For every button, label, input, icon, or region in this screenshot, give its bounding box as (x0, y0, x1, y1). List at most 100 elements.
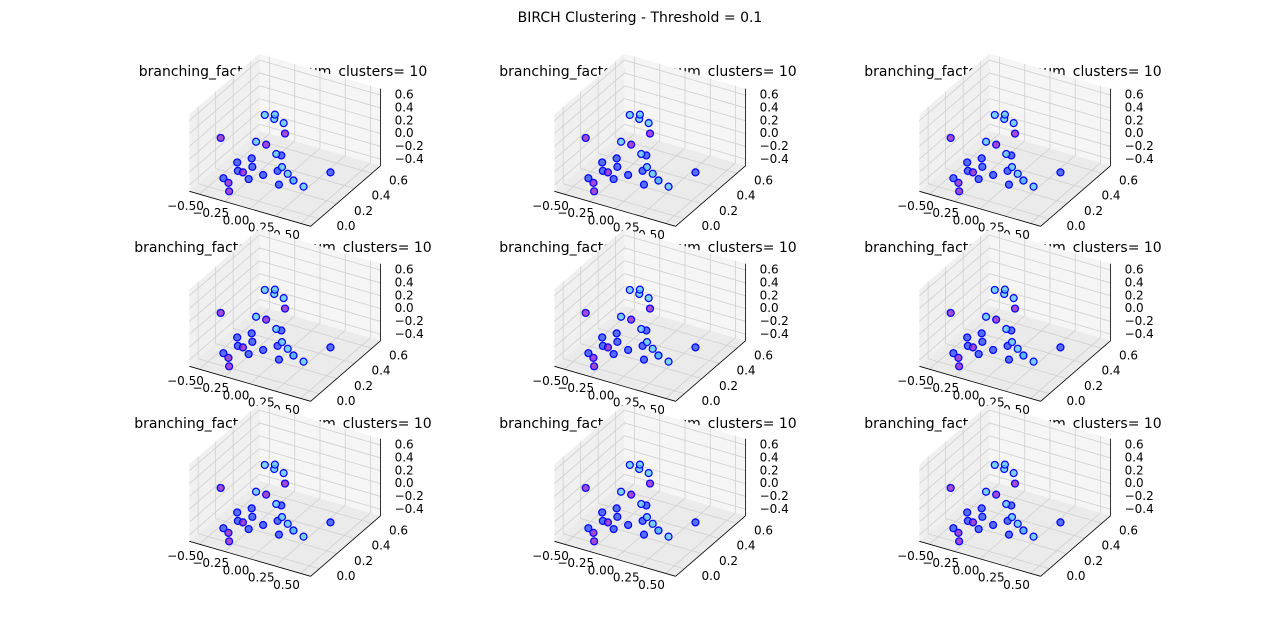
grid-line (954, 140, 1026, 202)
scatter-point (1009, 293, 1018, 303)
scatter-point (963, 333, 972, 342)
scatter-point (978, 512, 987, 521)
scatter-point (691, 518, 700, 527)
grid-line (989, 435, 1111, 472)
grid-line (624, 273, 746, 309)
scatter-point (977, 329, 986, 338)
scatter-point (954, 178, 963, 187)
x-tick-label: −0.25 (192, 381, 229, 395)
scatter-point (635, 110, 644, 119)
scatter-point (225, 362, 234, 371)
z-tick-label: 0.2 (395, 288, 414, 302)
z-tick-label: 0.4 (760, 450, 779, 464)
y-tick-label: 0.0 (336, 394, 355, 408)
grid-line (259, 461, 381, 497)
scatter-point (963, 508, 972, 517)
grid-line (189, 247, 260, 309)
x-tick-label: −0.50 (532, 199, 569, 213)
grid-line (989, 422, 1111, 459)
scatter-point (274, 180, 284, 189)
grid-line (919, 286, 990, 348)
scatter-point (1013, 344, 1022, 353)
scatter-point (1004, 530, 1014, 539)
scatter-point (247, 504, 256, 513)
grid-line (980, 137, 1102, 174)
y-tick-label: 0.2 (1084, 379, 1103, 393)
grid-line (554, 473, 625, 536)
z-tick-label: 0.0 (395, 476, 414, 490)
grid-line (624, 435, 746, 472)
z-tick-label: 0.6 (760, 88, 779, 102)
scatter-point (981, 487, 991, 496)
scatter-point (627, 140, 636, 149)
scatter-point (289, 176, 298, 185)
x-tick-label: −0.25 (557, 206, 594, 220)
grid-line (259, 98, 381, 134)
x-tick-label: 0.00 (223, 388, 250, 402)
y-tick-label: 0.0 (336, 569, 355, 583)
scatter-point (946, 483, 955, 493)
scatter-point (270, 460, 279, 469)
scatter-point (968, 518, 978, 527)
grid-line (919, 273, 990, 335)
scatter-point (238, 518, 248, 527)
x-tick-label: −0.50 (897, 199, 934, 213)
grid-line (259, 298, 381, 335)
grid-line (624, 298, 746, 335)
x-tick-label: 0.00 (953, 388, 980, 402)
grid-line (989, 98, 1111, 134)
scatter-point (274, 355, 284, 364)
grid-line (198, 358, 320, 395)
grid-line (615, 487, 737, 524)
z-tick-label: 0.6 (395, 88, 414, 102)
y-axis-line (675, 340, 746, 402)
z-tick-label: 0.2 (760, 463, 779, 477)
grid-line (554, 72, 625, 134)
grid-line (259, 473, 381, 510)
grid-line (259, 59, 381, 96)
grid-line (563, 183, 685, 220)
grid-line (563, 358, 685, 395)
scatter-point (946, 308, 955, 318)
scatter-point (584, 349, 593, 358)
scatter-point (219, 349, 228, 358)
grid-line (954, 315, 1026, 377)
scatter-point (244, 524, 253, 534)
y-axis-line (675, 515, 746, 577)
grid-line (980, 312, 1102, 349)
scatter-point (974, 349, 983, 359)
scatter-point (1013, 169, 1022, 178)
x-tick-label: −0.25 (922, 381, 959, 395)
scatter-point (283, 169, 292, 178)
scatter-point (616, 312, 626, 321)
grid-line (554, 448, 625, 510)
scatter-point (627, 490, 636, 499)
grid-line (624, 448, 746, 484)
grid-line (554, 260, 625, 322)
grid-line (554, 98, 625, 160)
scatter-point (635, 285, 644, 294)
grid-line (979, 147, 1051, 210)
grid-line (624, 234, 746, 271)
scatter-point (992, 140, 1001, 149)
grid-line (614, 147, 686, 210)
scatter-point (598, 333, 607, 342)
scatter-point (992, 315, 1001, 324)
grid-line (274, 505, 346, 567)
z-tick-label: −0.2 (760, 314, 789, 328)
grid-line (919, 422, 990, 484)
scatter-point (613, 337, 622, 346)
x-axis-line (189, 540, 311, 577)
x-axis-line (189, 365, 311, 402)
scatter-point (272, 324, 281, 334)
scatter-point (1056, 343, 1065, 352)
scatter-point (978, 337, 987, 346)
scatter-point (691, 343, 700, 352)
x-tick-label: 0.00 (588, 388, 615, 402)
scatter-point (216, 308, 225, 318)
x-tick-label: −0.25 (192, 206, 229, 220)
scatter-point (639, 530, 649, 539)
scatter-point (247, 329, 256, 338)
grid-line (989, 111, 1111, 147)
grid-line (300, 512, 371, 574)
